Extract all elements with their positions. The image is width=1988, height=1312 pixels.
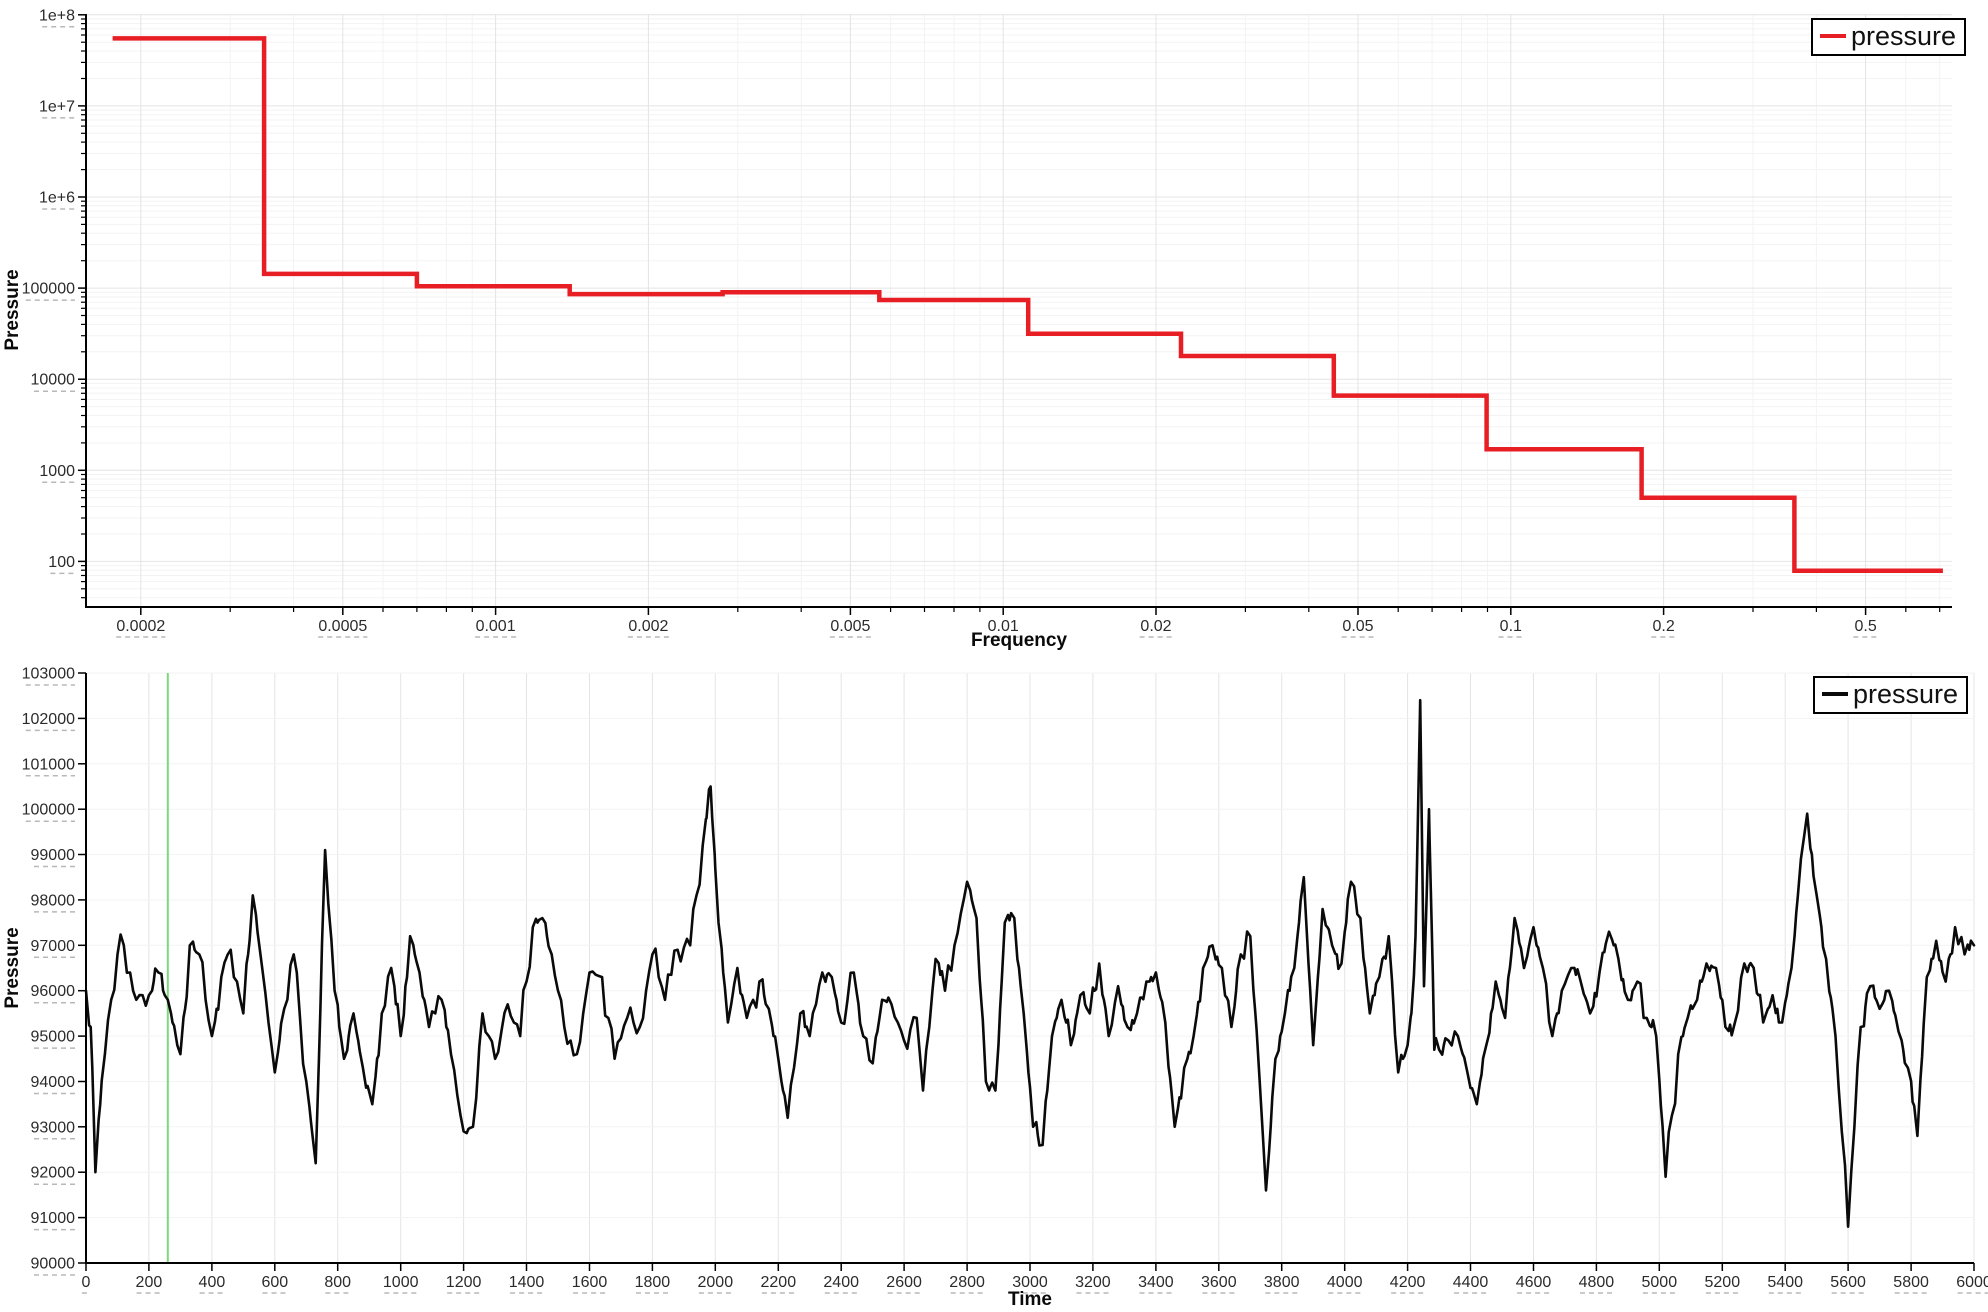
tick-label: 3200 (1075, 1274, 1111, 1291)
tick-label: 2200 (761, 1274, 797, 1291)
time-yaxis-title: Pressure (2, 927, 23, 1009)
time-chart-plot: 0 200 400 600 800 1000 1200 1400 1600 1800 2000 220… (22, 666, 1988, 1294)
tick-label: 1e+7 (39, 98, 75, 115)
tick-label: 0.0002 (116, 618, 165, 635)
frequency-legend-swatch (1819, 34, 1846, 38)
pressure-timeseries-line (84, 698, 1976, 1228)
tick-label: 97000 (31, 938, 76, 955)
tick-label: 1200 (446, 1274, 482, 1291)
tick-label: 0.02 (1140, 618, 1171, 635)
frequency-legend: pressure (1810, 18, 1966, 56)
time-legend: pressure (1812, 676, 1968, 714)
tick-label: 0 (82, 1274, 91, 1291)
frequency-chart-plot: 0.0002 0.0005 0.001 0.002 0.005 0.01 0.02 0.05 0… (22, 7, 1952, 638)
tick-label: 100000 (22, 802, 75, 819)
tick-label: 6000 (1956, 1274, 1988, 1291)
frequency-legend-label: pressure (1850, 21, 1956, 51)
tick-label: 4400 (1453, 1274, 1489, 1291)
tick-label: 0.1 (1500, 618, 1522, 635)
tick-label: 98000 (31, 892, 76, 909)
tick-label: 3000 (1012, 1274, 1048, 1291)
tick-label: 1e+6 (39, 190, 75, 207)
tick-label: 0.002 (628, 618, 668, 635)
tick-label: 1600 (572, 1274, 608, 1291)
tick-label: 0.01 (988, 618, 1019, 635)
tick-label: 3400 (1138, 1274, 1174, 1291)
tick-label: 99000 (31, 847, 76, 864)
tick-label: 0.0005 (318, 618, 367, 635)
tick-label: 10000 (31, 372, 76, 389)
tick-label: 400 (199, 1274, 226, 1291)
tick-label: 3600 (1201, 1274, 1237, 1291)
tick-label: 92000 (31, 1165, 76, 1182)
tick-label: 1000 (383, 1274, 419, 1291)
tick-label: 5400 (1767, 1274, 1803, 1291)
tick-label: 0.005 (830, 618, 870, 635)
tick-label: 1800 (635, 1274, 671, 1291)
tick-label: 5800 (1893, 1274, 1929, 1291)
tick-label: 2400 (823, 1274, 859, 1291)
tick-label: 4200 (1390, 1274, 1426, 1291)
tick-label: 0.05 (1342, 618, 1373, 635)
tick-label: 0.5 (1854, 618, 1876, 635)
tick-label: 0.001 (476, 618, 516, 635)
tick-label: 1e+8 (39, 7, 75, 24)
tick-label: 2600 (886, 1274, 922, 1291)
tick-label: 4600 (1516, 1274, 1552, 1291)
tick-label: 4800 (1579, 1274, 1615, 1291)
tick-label: 200 (136, 1274, 163, 1291)
tick-label: 5000 (1642, 1274, 1678, 1291)
tick-label: 4000 (1327, 1274, 1363, 1291)
tick-label: 3800 (1264, 1274, 1300, 1291)
tick-label: 90000 (31, 1256, 76, 1273)
tick-label: 91000 (31, 1210, 76, 1227)
tick-label: 1400 (509, 1274, 545, 1291)
tick-label: 100000 (22, 281, 75, 298)
time-xaxis-title: Time (1007, 1289, 1053, 1310)
time-legend-label: pressure (1852, 679, 1958, 709)
frequency-xaxis-title: Frequency (970, 630, 1068, 651)
tick-label: 96000 (31, 983, 76, 1000)
tick-label: 0.2 (1652, 618, 1674, 635)
tick-label: 2800 (949, 1274, 985, 1291)
tick-label: 102000 (22, 711, 75, 728)
time-legend-swatch (1821, 692, 1848, 696)
frequency-yaxis-title: Pressure (2, 269, 23, 351)
tick-label: 5200 (1705, 1274, 1741, 1291)
tick-label: 93000 (31, 1119, 76, 1136)
tick-label: 5600 (1830, 1274, 1866, 1291)
pressure-spectrum-line (112, 36, 1943, 573)
tick-label: 94000 (31, 1074, 76, 1091)
tick-label: 600 (261, 1274, 288, 1291)
tick-label: 95000 (31, 1029, 76, 1046)
tick-label: 2000 (698, 1274, 734, 1291)
tick-label: 100 (48, 554, 75, 571)
tick-label: 103000 (22, 666, 75, 683)
tick-label: 101000 (22, 756, 75, 773)
tick-label: 1000 (39, 463, 75, 480)
tick-label: 800 (324, 1274, 351, 1291)
